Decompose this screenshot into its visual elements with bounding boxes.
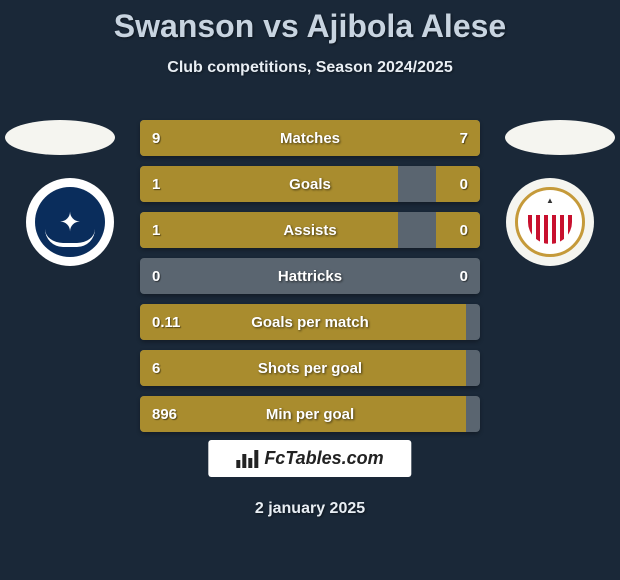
stat-row: 10Goals (140, 166, 480, 202)
star-icon: ✦ (59, 207, 81, 238)
crest-right-text: ▲ (546, 196, 554, 205)
stat-label: Assists (140, 212, 480, 248)
subtitle: Club competitions, Season 2024/2025 (0, 59, 620, 77)
player-left-silhouette (5, 120, 115, 155)
stat-row: 0.11Goals per match (140, 304, 480, 340)
stat-label: Matches (140, 120, 480, 156)
stat-row: 10Assists (140, 212, 480, 248)
stat-label: Hattricks (140, 258, 480, 294)
crest-left-icon: ✦ (35, 187, 105, 257)
page-title: Swanson vs Ajibola Alese (0, 0, 620, 45)
stat-row: 97Matches (140, 120, 480, 156)
date-text: 2 january 2025 (0, 500, 620, 518)
stat-row: 6Shots per goal (140, 350, 480, 386)
stats-container: 97Matches 10Goals 10Assists 00Hattricks 0.11… (140, 120, 480, 442)
stat-label: Shots per goal (140, 350, 480, 386)
club-badge-left: ✦ (26, 178, 114, 266)
stat-row: 896Min per goal (140, 396, 480, 432)
crest-right-icon: ▲ (515, 187, 585, 257)
stripes-icon (528, 215, 572, 244)
stat-label: Min per goal (140, 396, 480, 432)
stat-label: Goals (140, 166, 480, 202)
branding-text: FcTables.com (264, 448, 383, 469)
club-badge-right: ▲ (506, 178, 594, 266)
player-right-silhouette (505, 120, 615, 155)
stat-row: 00Hattricks (140, 258, 480, 294)
bar-chart-icon (236, 450, 258, 468)
branding-box: FcTables.com (208, 440, 411, 477)
stat-label: Goals per match (140, 304, 480, 340)
